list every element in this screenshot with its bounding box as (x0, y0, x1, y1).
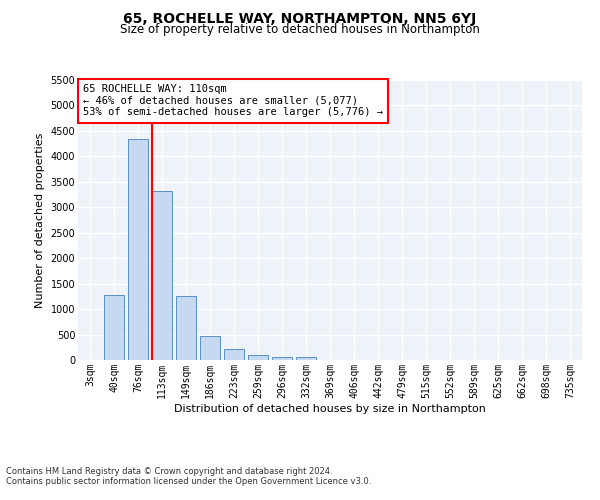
Bar (104, 296, 124, 360)
Y-axis label: Number of detached properties: Number of detached properties (35, 132, 45, 308)
Bar (296, 357, 316, 360)
Text: Contains public sector information licensed under the Open Government Licence v3: Contains public sector information licen… (6, 477, 371, 486)
Bar (200, 336, 220, 360)
Text: Contains HM Land Registry data © Crown copyright and database right 2024.: Contains HM Land Registry data © Crown c… (6, 467, 332, 476)
Bar (248, 356, 268, 360)
Text: Size of property relative to detached houses in Northampton: Size of property relative to detached ho… (120, 22, 480, 36)
Text: 65, ROCHELLE WAY, NORTHAMPTON, NN5 6YJ: 65, ROCHELLE WAY, NORTHAMPTON, NN5 6YJ (124, 12, 476, 26)
Text: 65 ROCHELLE WAY: 110sqm
← 46% of detached houses are smaller (5,077)
53% of semi: 65 ROCHELLE WAY: 110sqm ← 46% of detache… (83, 84, 383, 117)
Bar (272, 356, 292, 360)
Bar (176, 296, 196, 360)
X-axis label: Distribution of detached houses by size in Northampton: Distribution of detached houses by size … (174, 404, 486, 413)
Bar (128, 138, 148, 360)
Bar (152, 192, 172, 360)
Bar (224, 349, 244, 360)
